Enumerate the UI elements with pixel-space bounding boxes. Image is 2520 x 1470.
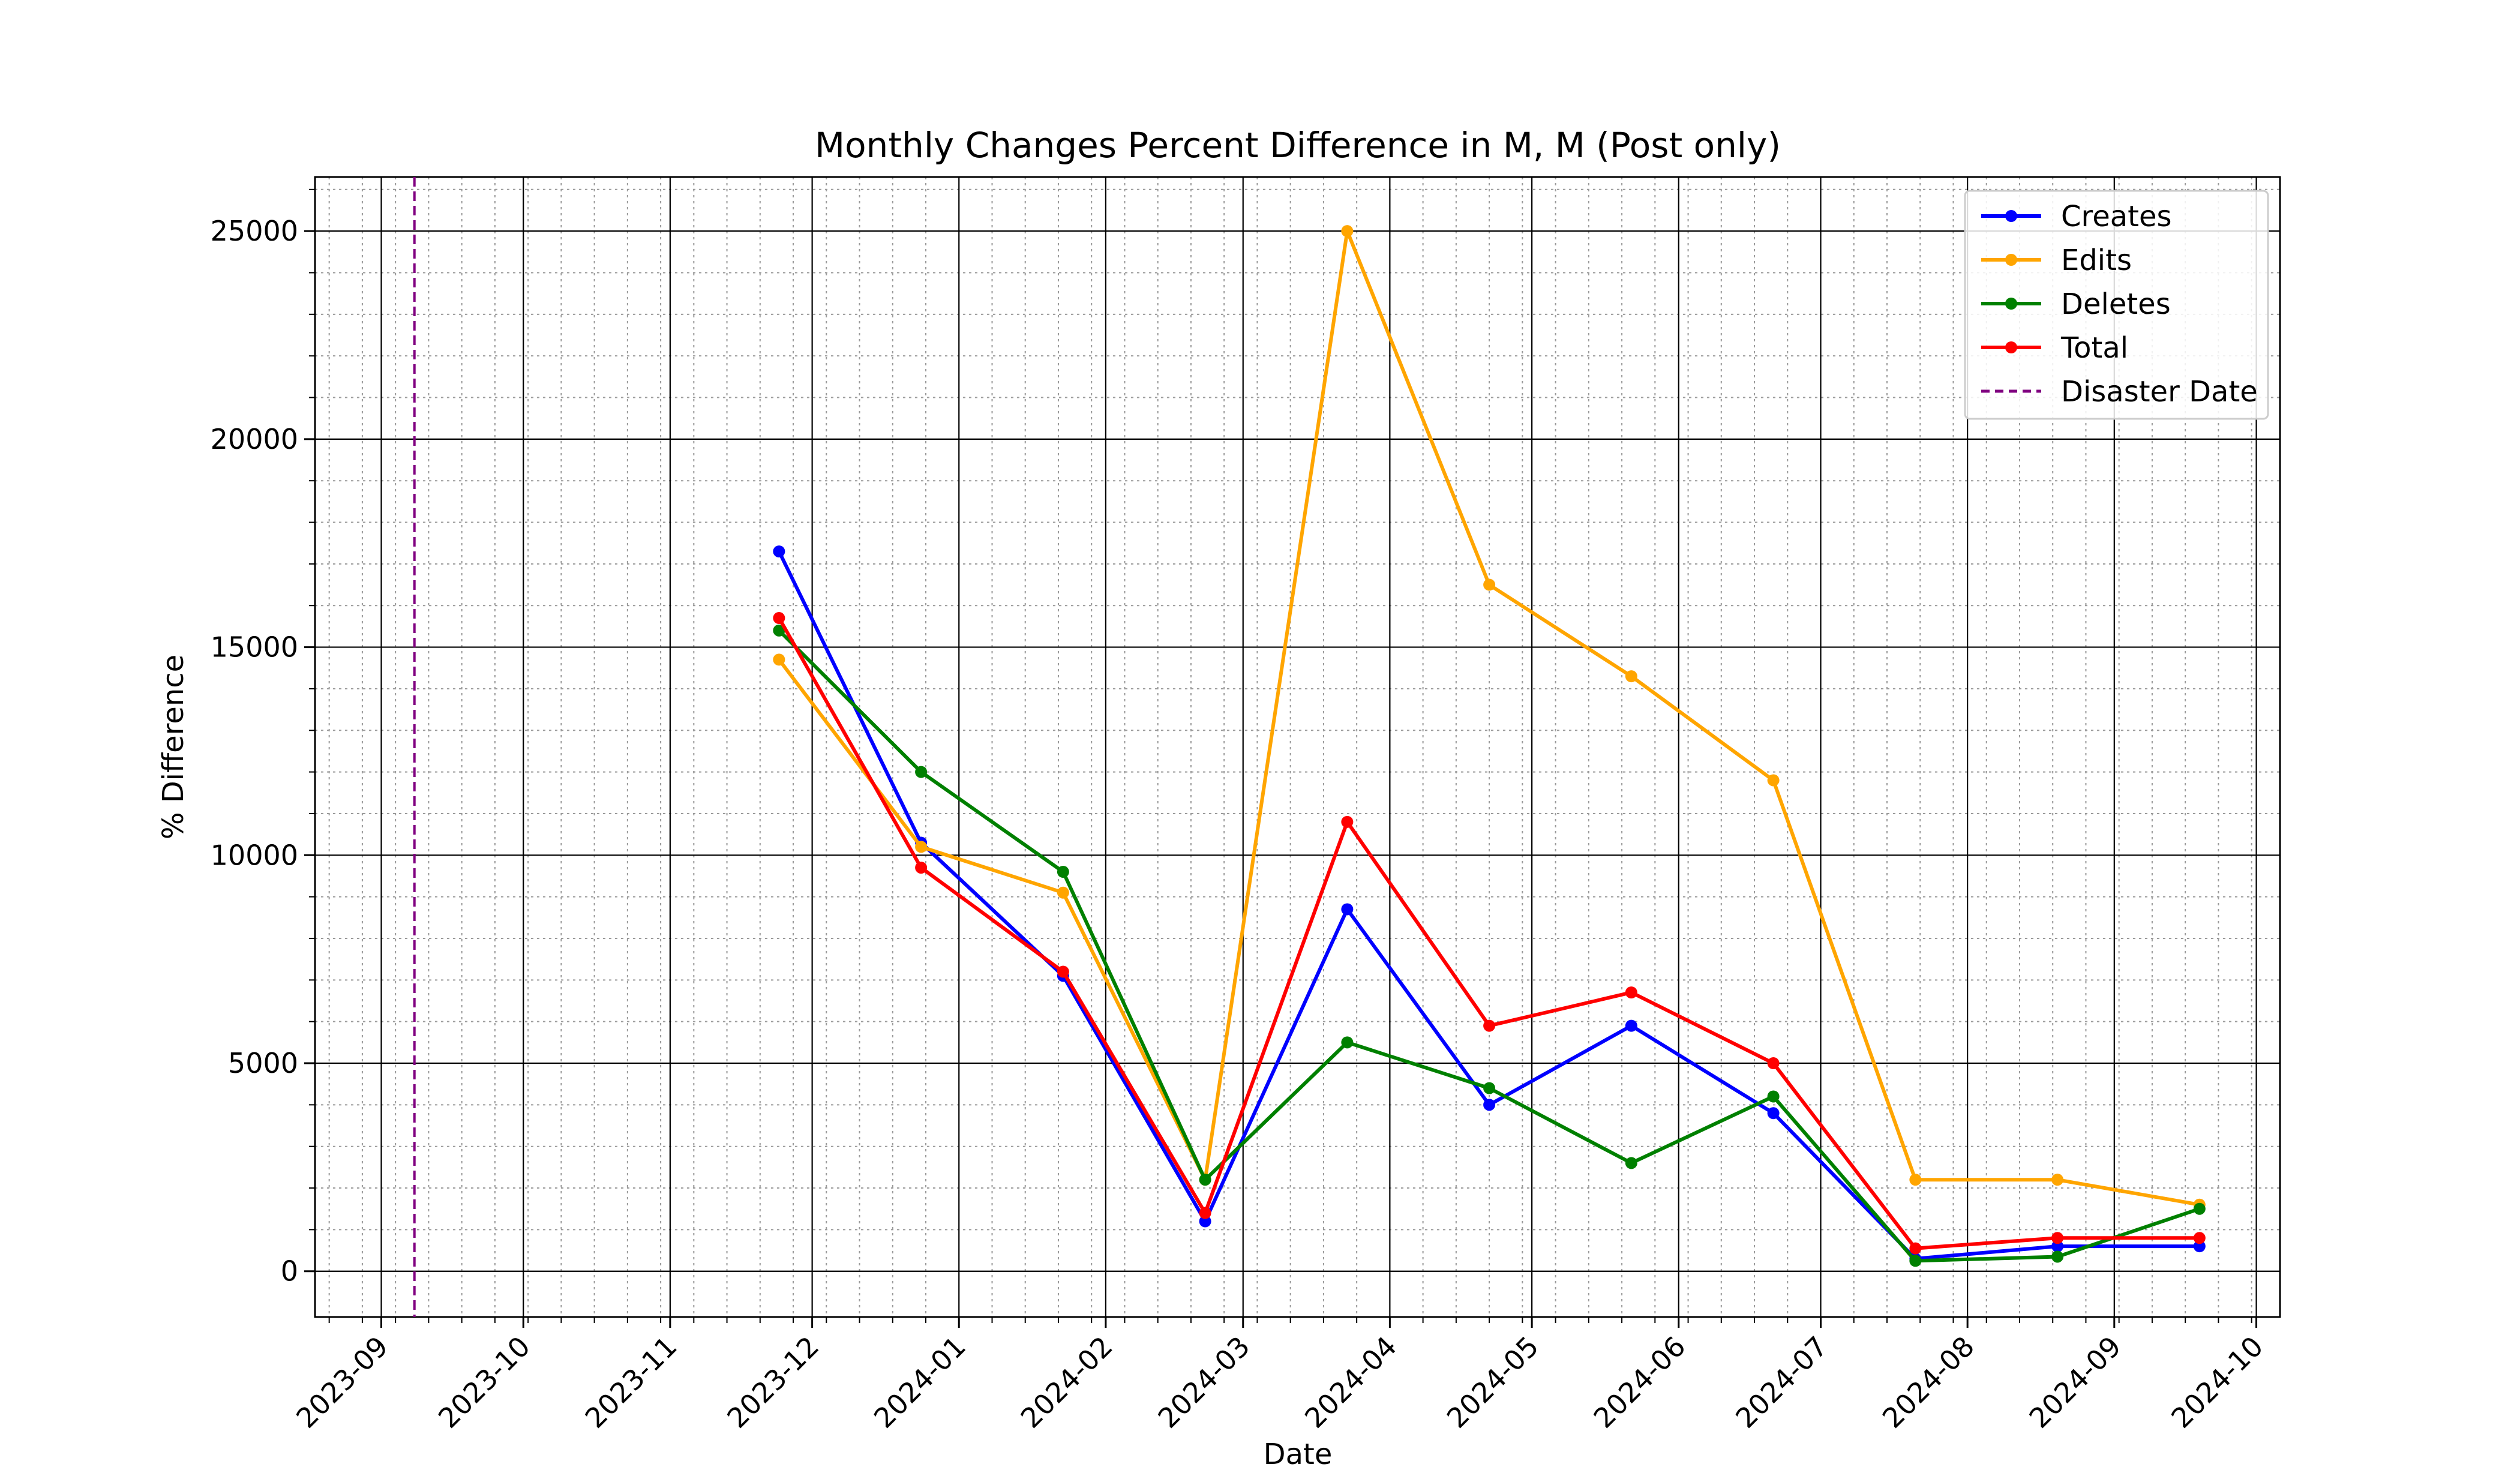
series-layer [773,225,2206,1267]
legend-marker-total [2005,341,2017,353]
y-tick-label: 20000 [211,423,298,455]
legend-marker-deletes [2005,298,2017,310]
y-axis-label: % Difference [157,655,190,839]
edits-point [915,841,928,853]
edits-point [1057,886,1069,899]
total-point [1625,986,1637,999]
creates-point [1483,1099,1496,1111]
y-tick-label: 25000 [211,215,298,247]
y-axis: 0 5000 10000 15000 20000 25000 [211,188,315,1288]
edits-point [773,653,785,666]
total-point [915,862,928,874]
total-point [1767,1057,1780,1070]
deletes-point [1341,1036,1354,1049]
total-point [1199,1207,1211,1219]
deletes-point [773,624,785,637]
minor-grid [315,177,2280,1317]
total-point [1341,815,1354,828]
edits-point [1483,578,1496,591]
deletes-point [1199,1174,1211,1186]
creates-point [1625,1019,1637,1032]
legend-marker-edits [2005,254,2017,266]
major-grid [315,177,2280,1317]
deletes-point [1767,1090,1780,1103]
deletes-point [1625,1157,1637,1169]
y-tick-label: 15000 [211,631,298,664]
x-axis-label: Date [1264,1438,1333,1470]
legend-label-creates: Creates [2061,200,2172,233]
legend: Creates Edits Deletes Total Disaster Date [1964,190,2269,420]
edits-point [1767,774,1780,787]
deletes-point [1909,1255,1922,1267]
y-tick-label: 5000 [228,1047,298,1079]
edits-point [1909,1174,1922,1186]
total-point [2193,1232,2206,1244]
creates-point [2193,1240,2206,1253]
plot-frame [314,176,2281,1318]
edits-point [2051,1174,2064,1186]
total-point [773,612,785,625]
creates-point [2051,1240,2064,1253]
deletes-point [2051,1250,2064,1263]
chart-title: Monthly Changes Percent Difference in M,… [815,125,1781,166]
legend-box [1964,190,2269,420]
deletes-point [1057,866,1069,878]
edits-point [1341,225,1354,238]
creates-point [1199,1215,1211,1228]
legend-marker-creates [2005,210,2017,222]
total-point [1057,965,1069,978]
deletes-point [2193,1202,2206,1215]
edits-point [1625,670,1637,683]
creates-point [1341,903,1354,916]
creates-point [1767,1107,1780,1120]
total-point [1909,1242,1922,1255]
legend-label-disaster-date: Disaster Date [2061,375,2258,409]
total-point [1483,1019,1496,1032]
legend-label-edits: Edits [2061,244,2132,277]
creates-point [773,545,785,558]
y-tick-label: 0 [281,1255,298,1288]
y-tick-label: 10000 [211,839,298,871]
deletes-point [915,766,928,778]
deletes-point [1483,1082,1496,1094]
legend-label-total: Total [2060,331,2128,365]
legend-label-deletes: Deletes [2061,287,2171,321]
total-point [2051,1232,2064,1244]
